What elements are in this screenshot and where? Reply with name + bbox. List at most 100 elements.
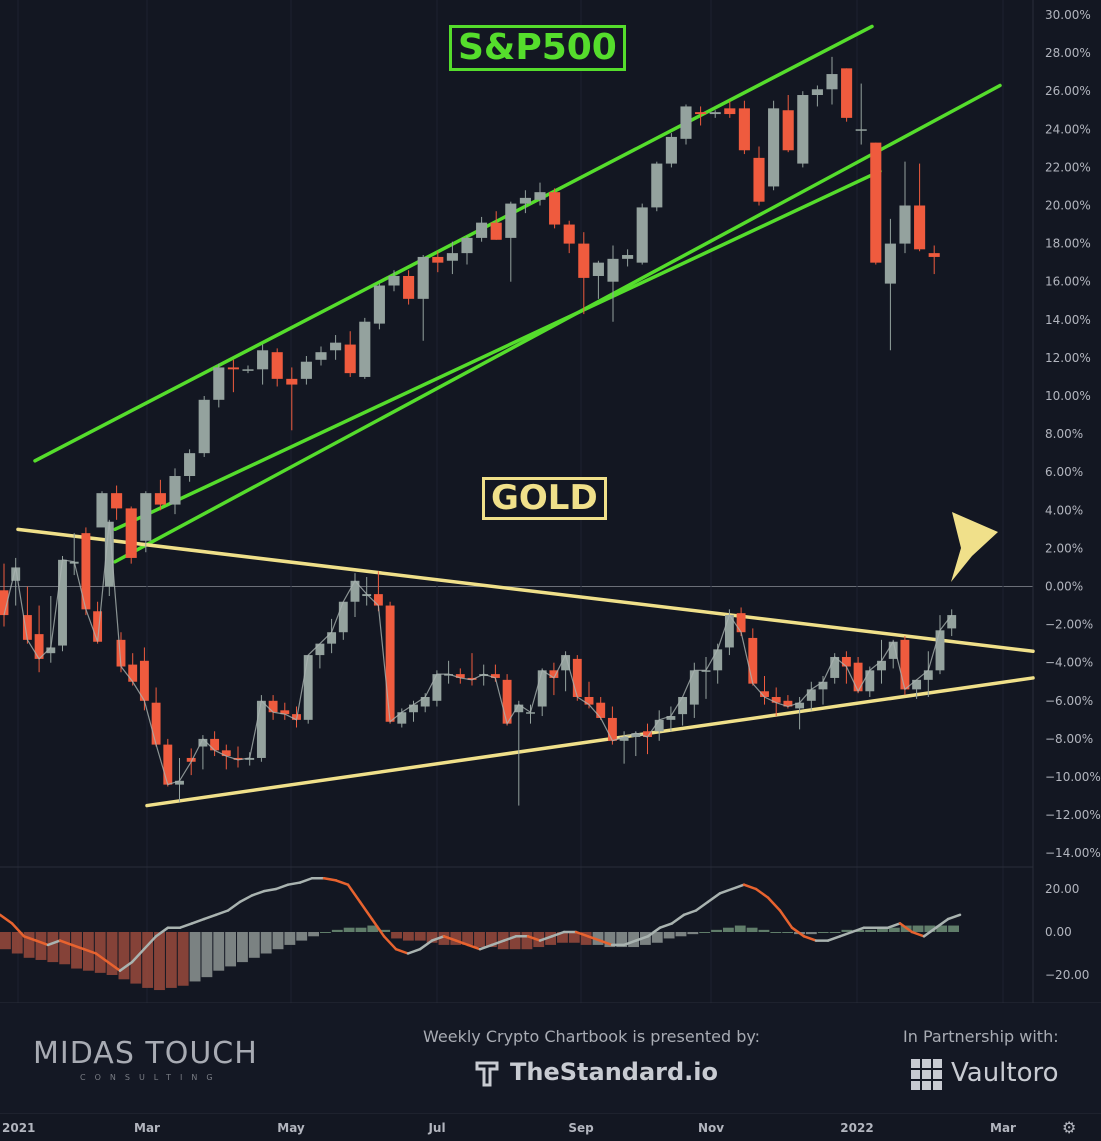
y-tick-label: 24.00% [1045,122,1091,136]
candle-body [344,344,356,374]
osc-histogram-bar [509,932,521,950]
candle-body [651,163,663,208]
osc-line-segment [694,900,710,912]
gold-title: GOLD [482,477,607,521]
candle-body [771,696,781,703]
gold-candles [0,519,957,806]
osc-histogram-bar [557,932,568,943]
candle-body [505,203,517,238]
osc-line-segment [622,939,638,947]
candle-body [783,700,793,707]
y-tick-label: 22.00% [1045,160,1091,174]
sp500-candles [96,56,940,564]
osc-histogram-bar [912,925,924,932]
candle-body [736,613,746,633]
osc-histogram-bar [426,932,438,943]
y-tick-label: 30.00% [1045,8,1091,22]
osc-histogram-bar [284,932,296,945]
x-tick-label: 2021 [2,1121,35,1135]
candle-body [479,674,489,677]
osc-line-segment [190,917,206,925]
osc-line-segment [286,881,302,886]
candle-body [403,275,415,299]
candle-body [680,106,692,139]
candle-body [432,256,444,263]
osc-histogram-bar [699,932,711,933]
osc-line-segment [154,926,170,938]
candle-body [768,108,780,187]
y-tick-label: −6.00% [1045,694,1093,708]
osc-histogram-bar [722,927,734,932]
osc-line-segment [262,887,278,893]
candle-body [104,521,114,587]
candle-body [654,719,664,732]
osc-line-segment [646,926,662,938]
vaultoro-grid-icon [911,1059,942,1090]
osc-tick-label: 0.00 [1045,925,1072,939]
osc-line-segment [130,947,146,964]
osc-line-segment [358,900,374,921]
osc-histogram-bar [225,932,237,967]
osc-histogram-bar [924,925,936,932]
candle-body [853,662,863,692]
candle-body [476,222,488,238]
osc-line-segment [802,935,818,942]
osc-line-segment [574,930,590,938]
osc-line-segment [586,935,602,942]
partner-name[interactable]: Vaultoro [951,1058,1059,1088]
osc-histogram-bar [94,932,106,973]
osc-histogram-bar [616,932,628,948]
osc-line-segment [394,947,410,955]
gear-icon[interactable]: ⚙ [1062,1118,1077,1137]
candle-body [947,615,957,629]
osc-histogram-bar [521,932,533,950]
candle-body [154,493,166,505]
candle-body [359,321,371,377]
osc-histogram-bar [414,932,426,941]
osc-line-segment [538,935,554,942]
osc-line-segment [682,909,698,917]
oscillator-panel [0,877,962,991]
osc-line-segment [634,935,650,942]
osc-line-segment [790,926,806,938]
candle-body [935,630,945,671]
candle-body [526,712,535,714]
x-tick-label: Nov [698,1121,724,1135]
osc-histogram-bar [367,925,379,932]
candle-body [665,136,677,164]
osc-histogram-bar [651,932,663,943]
candle-body [186,757,196,762]
candle-body [467,677,477,680]
candle-body [738,108,750,151]
candle-body [549,192,561,225]
y-tick-label: 8.00% [1045,427,1083,441]
osc-line-segment [298,877,314,884]
osc-line-segment [82,947,98,955]
gold-close-line [3,521,953,786]
candle-body [561,655,571,671]
candle-body [782,110,794,151]
candle-body [855,129,867,131]
osc-histogram-bar [888,927,900,932]
osc-histogram-bar [237,932,248,963]
candle-body [385,605,395,722]
osc-histogram-bar [201,932,213,978]
osc-histogram-bar [118,932,130,980]
candle-body [701,670,711,672]
candle-body [140,493,152,541]
osc-line-segment [826,935,842,942]
sponsor-name[interactable]: TheStandard.io [510,1058,718,1086]
candle-body [198,399,210,454]
osc-line-segment [838,930,854,938]
candle-body [709,112,721,115]
candle-body [96,493,108,528]
candle-body [490,222,502,240]
osc-histogram-bar [462,932,474,945]
y-tick-label: 28.00% [1045,46,1091,60]
sp-channel-upper [33,24,874,463]
candle-body [455,674,465,678]
osc-line-segment [0,913,14,925]
candle-body [678,696,688,715]
osc-histogram-bar [758,929,770,932]
osc-line-segment [766,896,782,912]
